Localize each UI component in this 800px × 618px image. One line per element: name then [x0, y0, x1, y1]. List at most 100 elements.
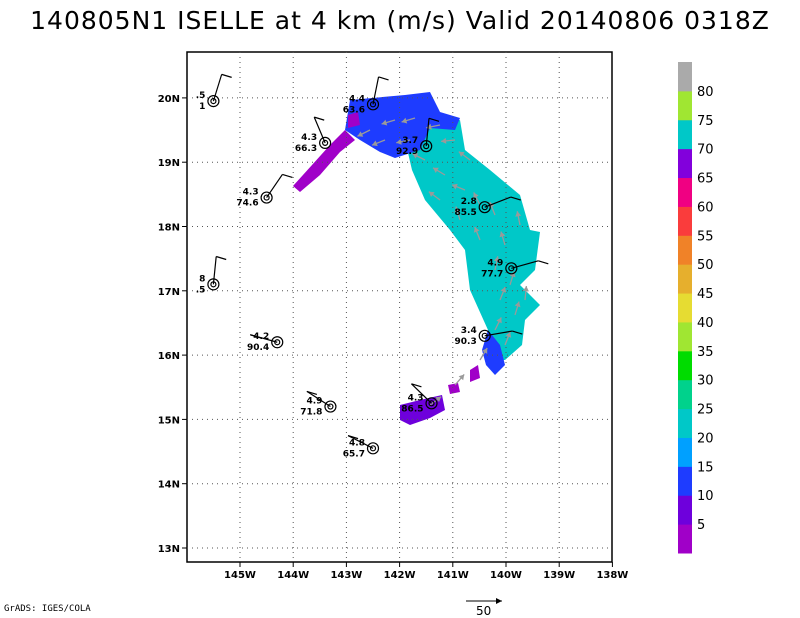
station-value-top: 3.7: [402, 136, 418, 146]
wind-vector-arrowhead: [441, 137, 447, 144]
colorbar-segment: [678, 62, 692, 92]
station-value-top: 3.4: [461, 326, 477, 336]
wind-vector-arrowhead: [357, 131, 364, 137]
lon-tick-label: 143W: [330, 570, 362, 581]
colorbar-segment: [678, 177, 692, 207]
station-value-top: 4.3: [243, 188, 259, 198]
wind-barb-staff: [425, 118, 430, 147]
wind-vector-arrowhead: [381, 119, 388, 126]
swath-blue-south: [482, 330, 505, 375]
station-value-bottom: 74.6: [236, 199, 258, 209]
wind-vector-arrowhead: [515, 211, 522, 217]
wind-vector-arrowhead: [500, 287, 507, 293]
wind-vector-arrowhead: [396, 138, 402, 145]
station-value-bottom: .5: [196, 285, 206, 295]
wind-barb-staff: [511, 260, 539, 269]
reference-vector: 50: [466, 598, 502, 618]
station-marker-inner: [322, 139, 329, 147]
wind-vector-arrowhead: [458, 374, 465, 381]
station-value-bottom: 1: [199, 102, 205, 112]
colorbar-segment: [678, 321, 692, 352]
wind-barb-flag: [411, 383, 422, 388]
wind-barb-flag: [428, 117, 440, 122]
colorbar-label: 55: [697, 229, 714, 244]
wind-barb-staff: [313, 116, 326, 144]
wind-vectors: [357, 117, 529, 406]
lon-tick-label: 144W: [277, 570, 309, 581]
wind-barb-staff: [411, 383, 432, 404]
colorbar-segment: [678, 90, 692, 121]
map-axis-ticks: 145W 144W 143W 142W 141W 140W 139W 138W 13N 14N 15…: [158, 94, 629, 581]
observation-station: 3.490.3: [455, 326, 523, 347]
colorbar-label: 60: [697, 200, 714, 215]
colorbar-label: 25: [697, 403, 714, 418]
lon-tick-label: 138W: [596, 570, 628, 581]
swath-violet-top: [348, 112, 360, 128]
lat-tick-label: 14N: [158, 480, 180, 491]
station-value-bottom: 65.7: [343, 449, 365, 459]
wind-barb-staff: [484, 330, 513, 337]
lat-tick-label: 20N: [158, 94, 180, 105]
wind-barb-flag: [306, 390, 318, 395]
station-marker-outer: [207, 95, 220, 108]
observation-stations: .514.463.64.366.33.792.94.374.6 2.885.58.…: [196, 73, 549, 459]
colorbar-segment: [678, 437, 692, 467]
station-value-bottom: 92.9: [396, 147, 418, 157]
lat-tick-label: 19N: [158, 158, 180, 169]
observation-station: 8.5: [196, 255, 227, 295]
wind-vector-arrowhead: [435, 396, 442, 402]
observation-station: 3.792.9: [396, 117, 440, 157]
station-marker-outer: [478, 329, 491, 342]
station-value-bottom: 90.3: [455, 337, 477, 347]
colorbar-label: 80: [697, 85, 714, 100]
wind-vector-arrowhead: [452, 183, 458, 190]
station-marker-inner: [327, 403, 334, 410]
wind-barb-staff: [484, 196, 512, 208]
wind-vector-arrowhead: [428, 191, 435, 197]
wind-barb-flag: [378, 76, 389, 81]
lat-tick-label: 13N: [158, 544, 180, 555]
colorbar-segment: [678, 148, 692, 179]
wind-vector-arrowhead: [426, 123, 432, 130]
wind-speed-field: [293, 92, 540, 425]
colorbar-label: 30: [697, 374, 714, 389]
lon-tick-label: 140W: [490, 570, 522, 581]
reference-vector-label: 50: [476, 604, 491, 618]
colorbar-segment: [678, 495, 692, 525]
lat-tick-label: 18N: [158, 223, 180, 234]
lat-tick-label: 16N: [158, 351, 180, 362]
station-value-bottom: 63.6: [343, 105, 365, 115]
wind-barb-staff: [372, 76, 380, 105]
wind-barb-flag: [221, 73, 232, 78]
wind-vector-arrowhead: [514, 301, 521, 308]
station-marker-inner: [274, 339, 281, 346]
wind-vector-arrowhead: [412, 153, 419, 159]
station-marker-inner: [428, 400, 435, 407]
wind-vector-arrowhead: [482, 347, 488, 354]
station-marker-outer: [260, 191, 273, 204]
colorbar-label: 5: [697, 518, 705, 533]
colorbar-label: 45: [697, 287, 714, 302]
station-marker-outer: [505, 262, 518, 275]
station-marker-inner: [481, 204, 488, 211]
wind-barb-staff: [266, 174, 283, 198]
swath-teal: [405, 120, 540, 360]
lon-tick-label: 139W: [543, 570, 575, 581]
station-value-top: 4.9: [487, 258, 503, 268]
observation-station: 4.386.5: [401, 383, 438, 414]
colorbar-label: 15: [697, 460, 714, 475]
wind-barb-staff: [347, 435, 374, 449]
lon-tick-label: 141W: [437, 570, 469, 581]
station-value-bottom: 77.7: [481, 269, 503, 279]
colorbar-label: 35: [697, 345, 714, 360]
station-value-top: 4.2: [253, 332, 269, 342]
swath-violet-mid: [448, 383, 460, 394]
colorbar-segment: [678, 379, 692, 410]
colorbar-segment: [678, 119, 692, 150]
colorbar-label: 10: [697, 489, 714, 504]
station-value-top: 4.3: [301, 133, 317, 143]
station-value-top: 4.9: [306, 397, 322, 407]
grads-credit: GrADS: IGES/COLA: [4, 604, 91, 614]
lat-tick-label: 15N: [158, 415, 180, 426]
wind-vector-arrowhead: [493, 256, 500, 262]
